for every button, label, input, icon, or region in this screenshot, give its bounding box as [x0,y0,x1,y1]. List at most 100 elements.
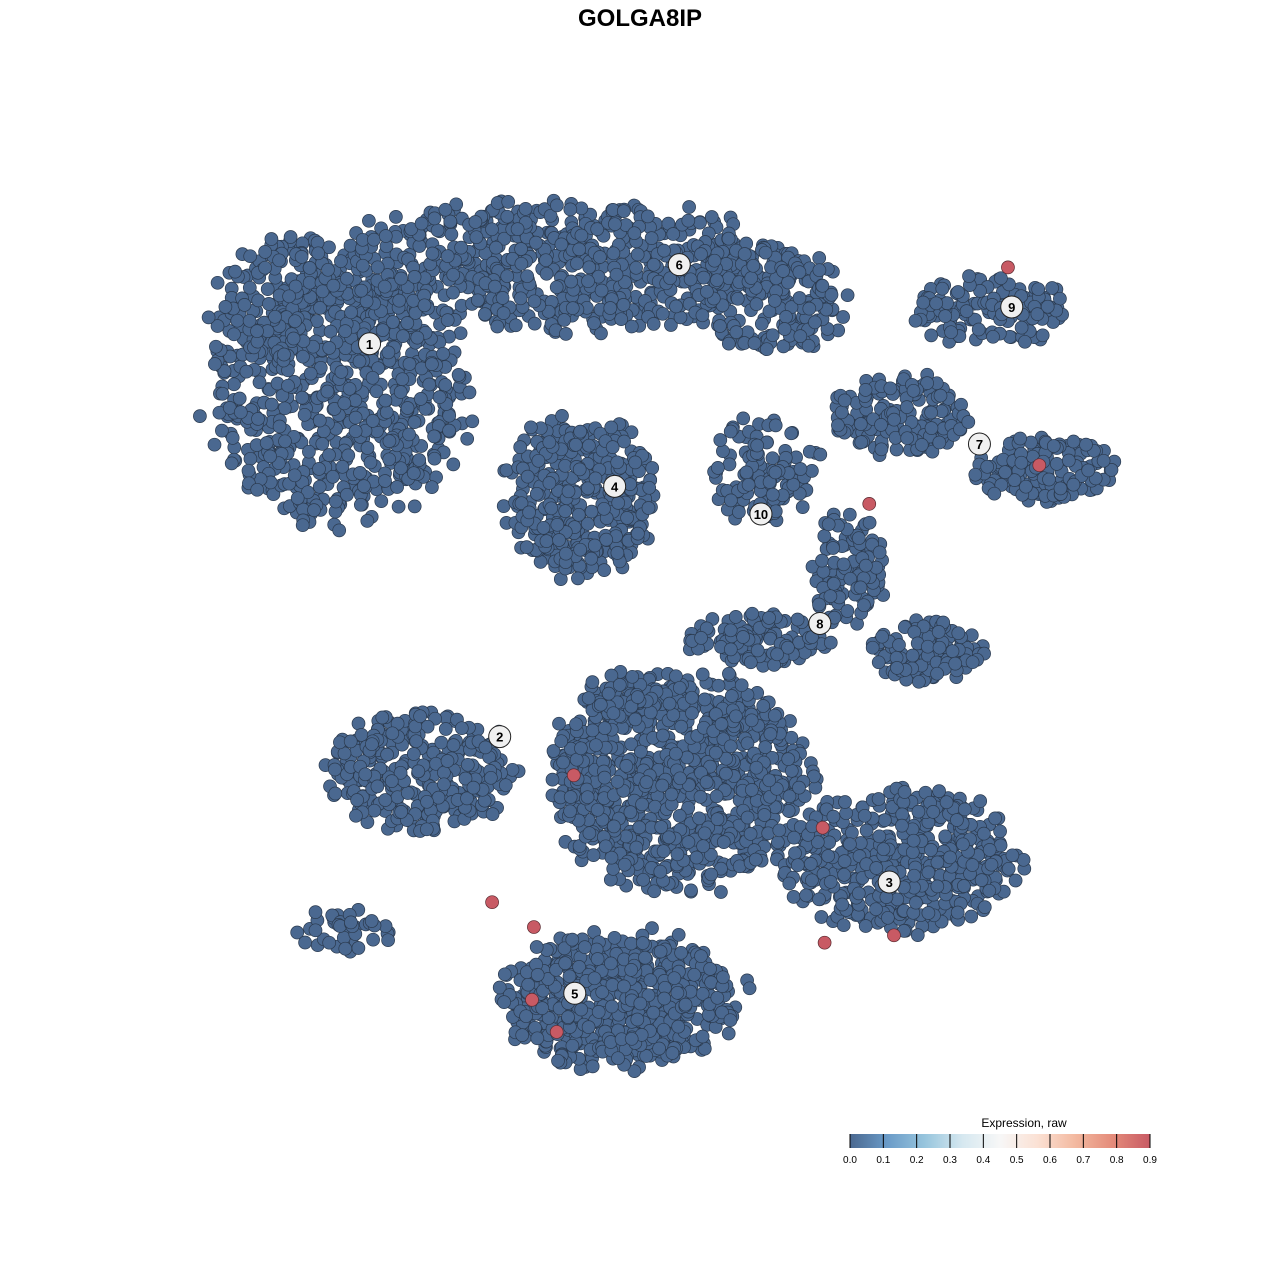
cell-point [559,546,573,561]
cell-point [950,813,964,827]
cell-point [425,246,440,261]
cell-point [446,738,461,752]
cell-point [520,269,535,284]
cell-point [640,209,655,224]
cell-point [564,274,578,289]
cell-point [201,310,216,325]
cell-point [762,611,776,625]
cell-point [777,322,792,336]
cell-point [959,304,974,318]
cell-point [744,271,759,285]
cell-point [938,829,953,844]
cell-point [938,309,953,323]
cell-point [233,405,248,420]
cell-point [496,306,511,320]
cell-point [944,325,958,340]
cell-point [629,840,644,855]
cell-point [684,883,698,898]
cell-point [905,845,920,860]
cell-point [278,434,292,449]
cell-point [302,444,316,459]
cell-point [391,499,406,514]
cell-point [767,708,782,723]
cell-point [716,444,730,459]
cell-point [325,469,340,484]
cell-point [225,431,240,445]
cell-point [313,301,327,315]
cell-point [951,626,966,641]
cell-point [930,855,945,870]
cell-point [262,297,276,311]
cell-point [243,451,258,466]
cell-point [765,487,780,502]
cell-point [655,306,670,321]
cell-point [642,480,657,495]
cell-point [837,867,851,882]
cell-point [563,790,578,804]
cell-point [620,511,634,525]
cell-point [730,291,745,306]
cell-point [438,722,453,736]
cell-point [749,760,764,775]
cell-point [495,291,510,305]
cell-point [793,329,808,343]
cell-point [390,480,404,494]
cell-point [460,757,475,772]
cell-point [496,499,511,513]
cell-point [342,381,357,396]
cell-point [349,808,363,823]
cell-point [711,461,725,475]
cell-point [365,414,380,428]
cell-point [321,262,335,277]
cell-point [574,228,589,243]
cell-point [977,900,992,914]
cell-point [606,246,621,261]
cell-point [375,323,390,337]
cell-point [911,804,926,819]
cell-point [230,313,245,328]
cell-point [1005,848,1020,863]
cell-point [1061,453,1076,468]
cell-point [268,309,282,324]
cell-point [522,505,536,520]
cell-point [446,285,460,300]
cell-point [756,699,771,713]
cell-point [569,717,583,732]
cell-point [437,765,451,780]
cell-point [478,740,493,755]
cell-point [932,435,947,450]
cell-point [465,414,480,429]
cell-point [792,265,807,279]
cell-point [905,648,920,663]
cell-point [628,455,643,470]
cell-point [890,661,904,675]
cell-point [799,888,813,903]
cell-point [381,345,396,360]
cell-point [382,452,397,467]
cell-point [740,810,755,825]
cell-point [842,507,857,522]
cell-point [571,571,585,586]
cell-point [889,442,904,457]
cell-point [358,767,373,782]
cell-point [871,792,886,806]
cell-point [527,294,542,309]
cell-point [872,545,887,560]
cell-point [489,240,503,255]
cell-point [957,879,971,893]
cell-point [795,500,810,514]
cell-point [790,612,805,627]
cell-point [334,365,349,379]
cell-point [900,400,914,414]
cell-point [1014,320,1029,335]
cell-point [906,833,921,848]
cell-point [932,640,947,655]
cell-point [384,774,399,788]
cell-point [549,280,564,295]
cell-point [707,253,722,268]
cell-point [490,319,505,334]
cell-point [616,204,631,218]
cell-point [409,734,424,749]
cell-point [597,770,612,785]
cell-point [527,316,542,331]
